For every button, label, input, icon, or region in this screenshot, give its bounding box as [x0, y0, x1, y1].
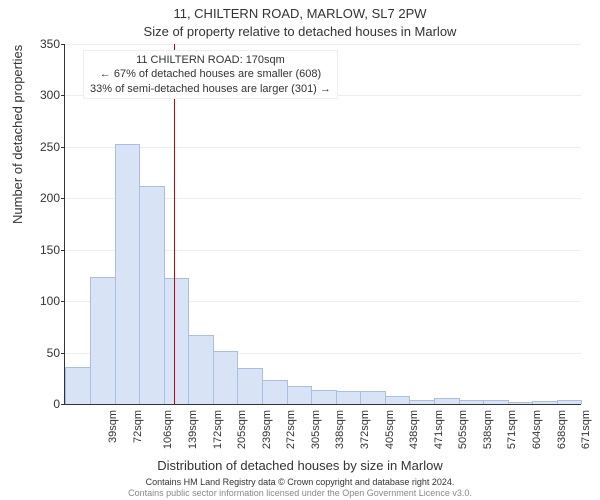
histogram-bar: [508, 402, 534, 404]
x-tick-label: 205sqm: [236, 410, 248, 449]
y-tick-mark: [61, 147, 65, 148]
y-tick-label: 0: [53, 397, 60, 411]
y-tick-label: 50: [47, 346, 60, 360]
grid-line: [65, 147, 581, 148]
histogram-bar: [65, 367, 91, 404]
y-tick-label: 350: [40, 37, 60, 51]
histogram-bar: [115, 144, 141, 404]
histogram-bar: [237, 368, 263, 404]
y-tick-mark: [61, 198, 65, 199]
footer-line-2: Contains public sector information licen…: [0, 488, 600, 498]
chart-page: 11, CHILTERN ROAD, MARLOW, SL7 2PW Size …: [0, 0, 600, 500]
histogram-bar: [459, 400, 485, 404]
y-tick-mark: [61, 250, 65, 251]
x-tick-label: 471sqm: [433, 410, 445, 449]
x-tick-label: 139sqm: [187, 410, 199, 449]
x-axis-label: Distribution of detached houses by size …: [0, 458, 600, 473]
y-tick-mark: [61, 95, 65, 96]
histogram-bar: [385, 396, 411, 404]
x-tick-label: 405sqm: [384, 410, 396, 449]
x-tick-label: 372sqm: [359, 410, 371, 449]
x-tick-label: 106sqm: [163, 410, 175, 449]
x-tick-label: 571sqm: [507, 410, 519, 449]
histogram-bar: [336, 391, 362, 404]
x-tick-label: 671sqm: [580, 410, 592, 449]
x-tick-label: 505sqm: [457, 410, 469, 449]
x-tick-label: 338sqm: [335, 410, 347, 449]
histogram-bar: [287, 386, 313, 404]
y-axis-label: Number of detached properties: [10, 45, 25, 224]
footer-line-1: Contains HM Land Registry data © Crown c…: [0, 477, 600, 487]
chart-plot-area: 11 CHILTERN ROAD: 170sqm ← 67% of detach…: [64, 44, 581, 405]
page-subtitle: Size of property relative to detached ho…: [0, 24, 600, 39]
x-tick-label: 305sqm: [310, 410, 322, 449]
y-tick-mark: [61, 353, 65, 354]
histogram-bar: [483, 400, 509, 404]
y-tick-mark: [61, 404, 65, 405]
histogram-bar: [557, 400, 583, 404]
annotation-line-2: ← 67% of detached houses are smaller (60…: [90, 67, 331, 81]
histogram-bar: [360, 391, 386, 404]
x-tick-label: 72sqm: [132, 410, 144, 443]
histogram-bar: [90, 277, 116, 405]
footer: Contains HM Land Registry data © Crown c…: [0, 477, 600, 498]
annotation-line-3: 33% of semi-detached houses are larger (…: [90, 82, 331, 96]
y-tick-label: 200: [40, 191, 60, 205]
histogram-bar: [139, 186, 165, 404]
x-tick-label: 239sqm: [261, 410, 273, 449]
histogram-bar: [311, 390, 337, 404]
histogram-bar: [262, 380, 288, 404]
annotation-line-1: 11 CHILTERN ROAD: 170sqm: [90, 53, 331, 67]
y-tick-label: 150: [40, 243, 60, 257]
x-tick-label: 39sqm: [107, 410, 119, 443]
histogram-bar: [532, 401, 558, 404]
x-tick-label: 604sqm: [531, 410, 543, 449]
histogram-bar: [164, 278, 190, 404]
annotation-box: 11 CHILTERN ROAD: 170sqm ← 67% of detach…: [83, 50, 338, 99]
grid-line: [65, 44, 581, 45]
histogram-bar: [409, 400, 435, 404]
x-tick-label: 538sqm: [482, 410, 494, 449]
y-tick-label: 100: [40, 294, 60, 308]
y-tick-mark: [61, 301, 65, 302]
histogram-bar: [434, 398, 460, 404]
y-tick-label: 250: [40, 140, 60, 154]
y-tick-mark: [61, 44, 65, 45]
x-tick-label: 638sqm: [556, 410, 568, 449]
x-tick-label: 438sqm: [408, 410, 420, 449]
histogram-bar: [188, 335, 214, 404]
histogram-bar: [213, 351, 239, 404]
x-tick-label: 172sqm: [212, 410, 224, 449]
page-title: 11, CHILTERN ROAD, MARLOW, SL7 2PW: [0, 6, 600, 21]
y-tick-label: 300: [40, 88, 60, 102]
x-tick-label: 272sqm: [285, 410, 297, 449]
